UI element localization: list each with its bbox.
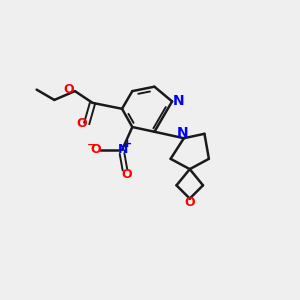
Text: O: O <box>121 168 132 181</box>
Text: O: O <box>184 196 195 209</box>
Text: +: + <box>123 139 133 149</box>
Text: O: O <box>64 83 74 96</box>
Text: N: N <box>177 126 188 140</box>
Text: N: N <box>173 94 184 108</box>
Text: O: O <box>76 117 87 130</box>
Text: N: N <box>117 143 128 156</box>
Text: −: − <box>86 140 96 150</box>
Text: O: O <box>91 143 101 156</box>
